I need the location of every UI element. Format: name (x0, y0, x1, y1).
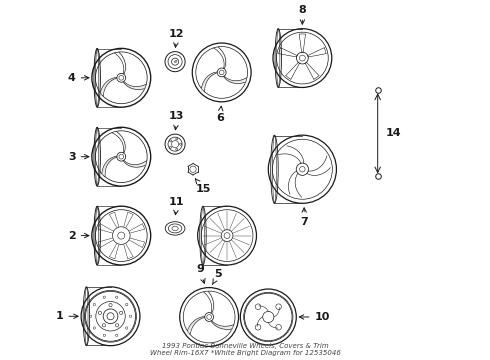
Text: 3: 3 (68, 152, 89, 162)
Text: 9: 9 (196, 264, 205, 283)
Text: 10: 10 (299, 312, 330, 322)
Text: 1993 Pontiac Bonneville Wheels, Covers & Trim
Wheel Rim-16X7 *White Bright Diagr: 1993 Pontiac Bonneville Wheels, Covers &… (149, 342, 341, 356)
Text: e: e (173, 59, 177, 64)
Text: 6: 6 (216, 106, 224, 123)
Text: 12: 12 (169, 28, 185, 47)
Text: 15: 15 (196, 179, 212, 194)
Text: 11: 11 (169, 197, 185, 215)
Text: 8: 8 (298, 5, 306, 24)
Text: 7: 7 (300, 208, 308, 227)
Text: 13: 13 (169, 111, 185, 130)
Text: 4: 4 (68, 73, 89, 83)
Text: 1: 1 (56, 311, 78, 321)
Text: 14: 14 (386, 129, 401, 138)
Text: 2: 2 (68, 231, 89, 240)
Text: 5: 5 (212, 269, 222, 284)
